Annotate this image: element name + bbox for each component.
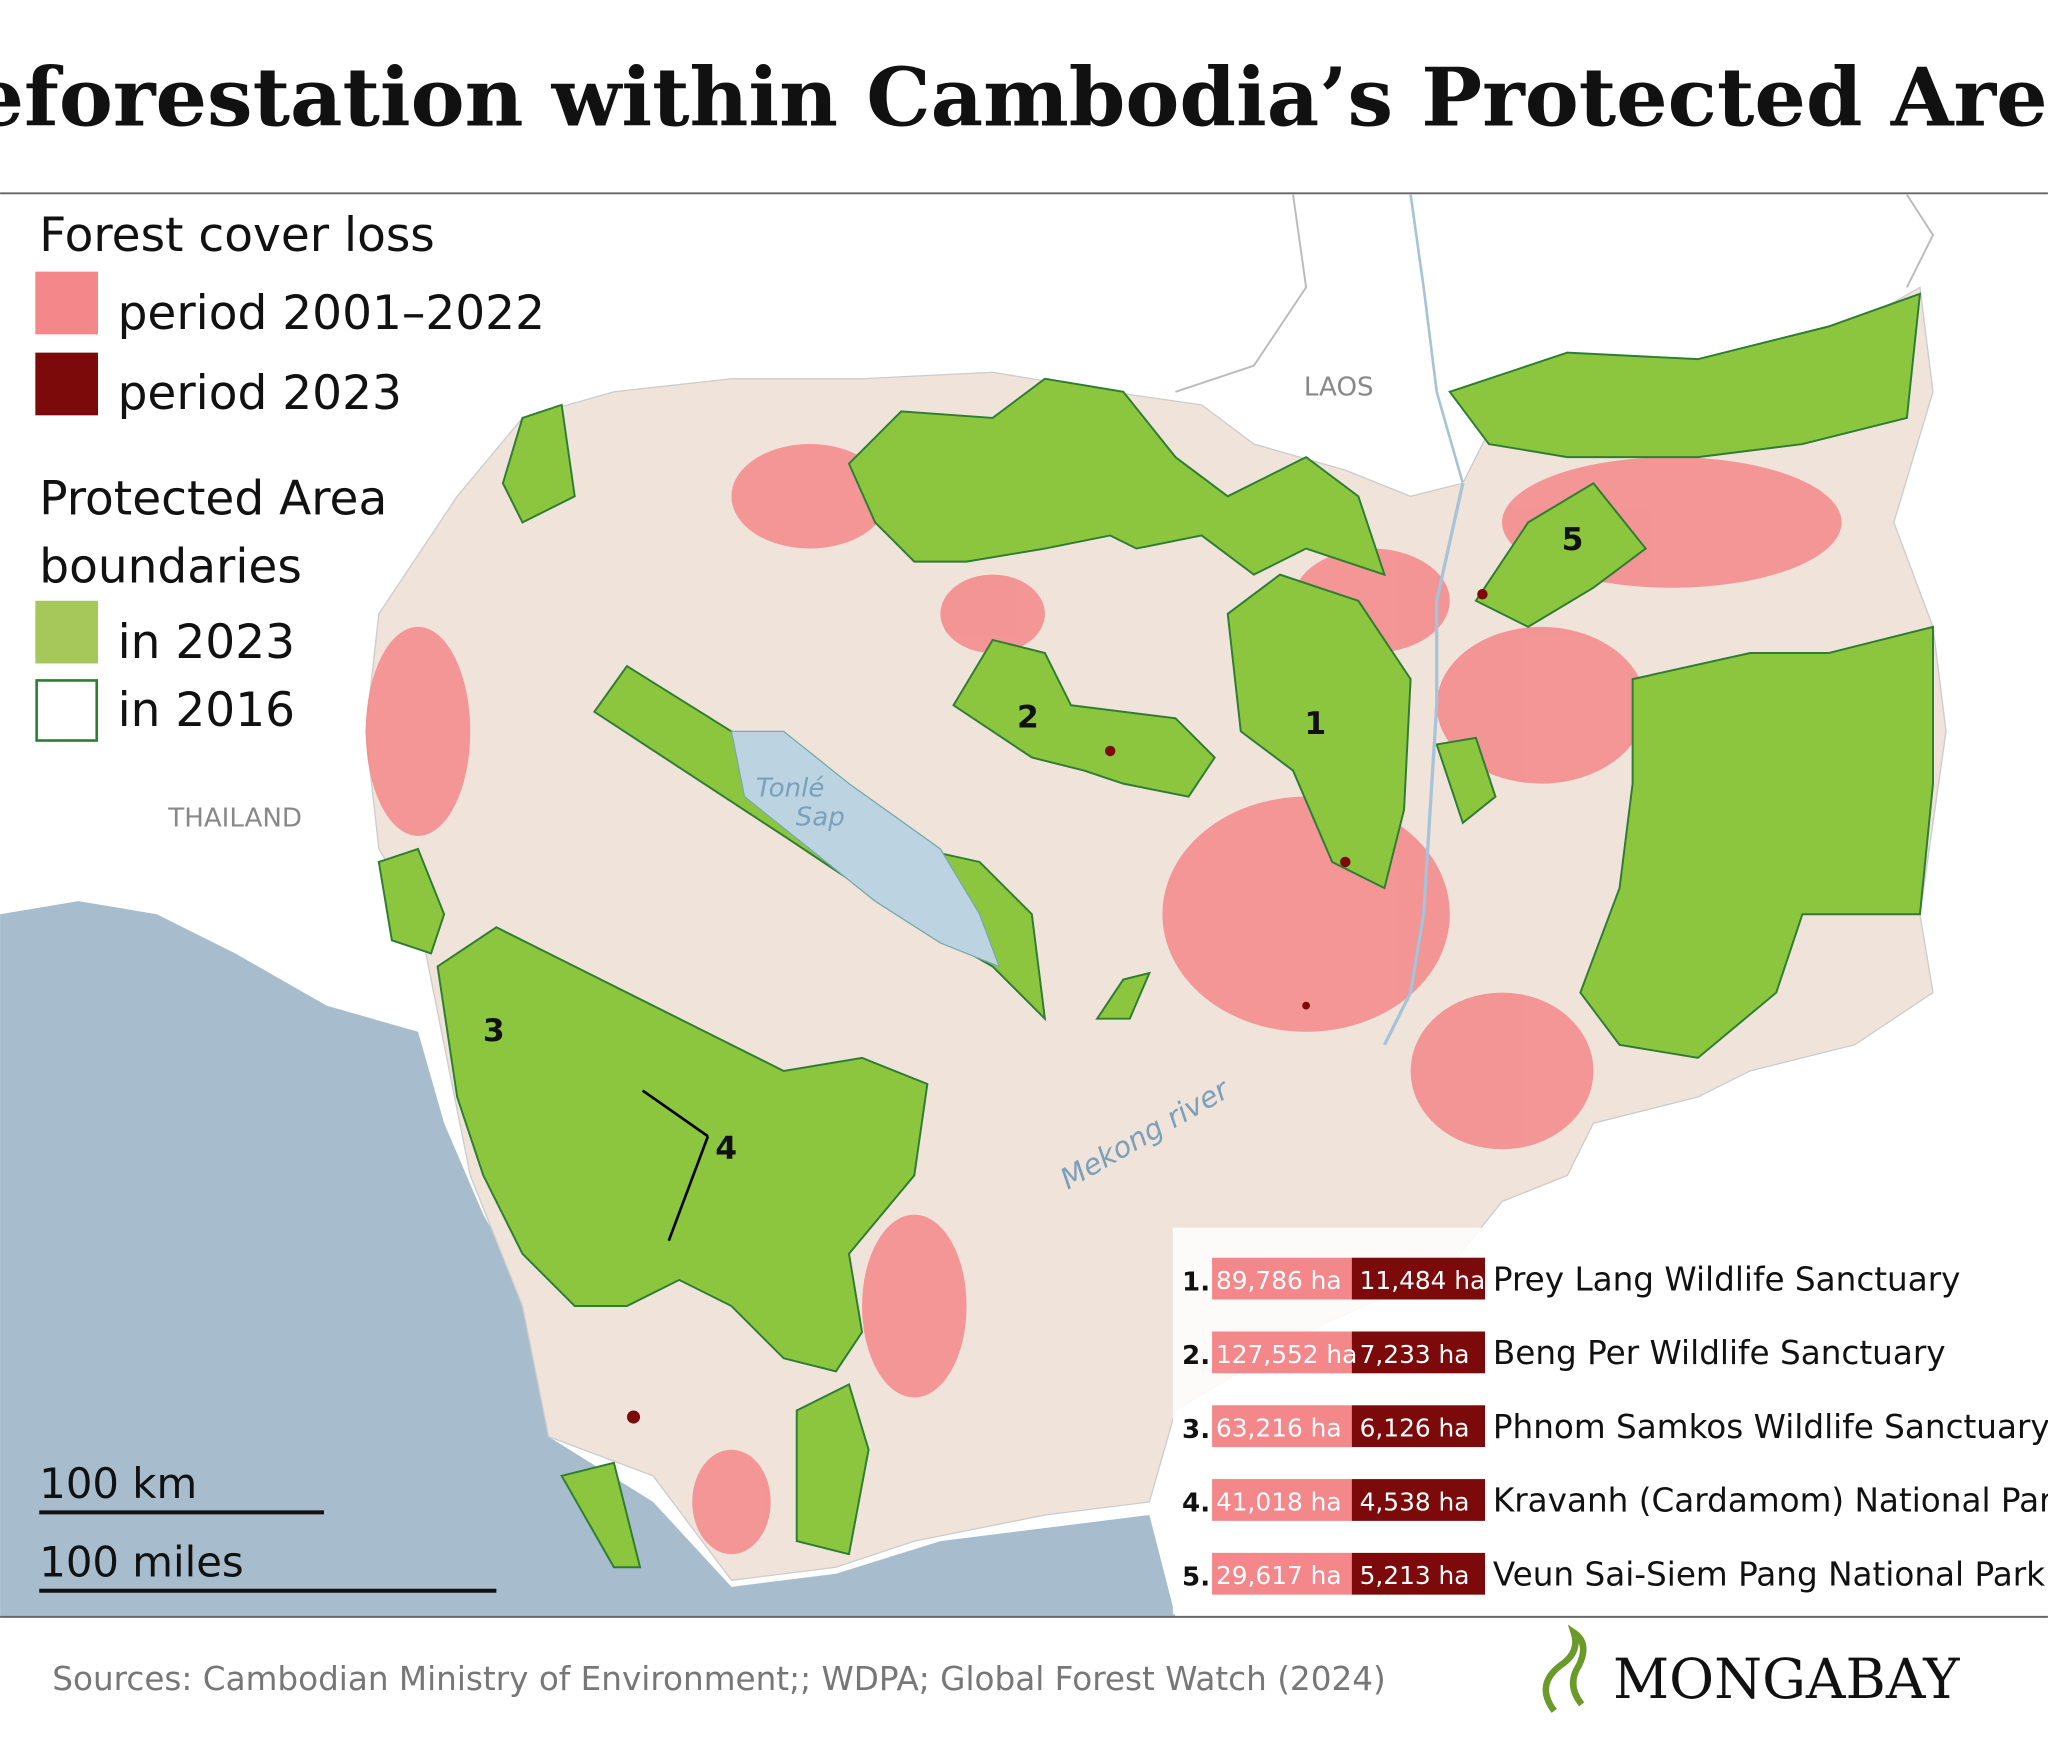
legend-label: in 2016 [118, 683, 295, 738]
marker: 3 [483, 1013, 505, 1049]
loss-cell [1212, 1405, 1352, 1448]
scale-label: 100 km [39, 1459, 197, 1508]
row-number: 4. [1182, 1489, 1210, 1519]
marker: 4 [715, 1130, 737, 1166]
border [1906, 194, 1935, 288]
legend: Forest cover loss period 2001–2022 perio… [35, 208, 545, 742]
row-number: 5. [1182, 1563, 1210, 1593]
loss-2023: 5,213 ha [1360, 1561, 1470, 1590]
country-label: LAOS [1304, 373, 1374, 403]
area-table: 1. 89,786 ha 11,484 ha Prey Lang Wildlife S… [1172, 1227, 2048, 1615]
loss-cell [1351, 1257, 1486, 1300]
legend-title: Forest cover loss [39, 208, 435, 263]
loss-cell [1212, 1257, 1352, 1300]
legend-label: in 2023 [118, 615, 295, 670]
loss-2001-2022: 41,018 ha [1216, 1487, 1342, 1516]
lake [730, 730, 1001, 968]
legend-swatch [35, 679, 99, 742]
title: Deforestation within Cambodia’s Protecte… [0, 50, 2048, 145]
sources: Sources: Cambodian Ministry of Environme… [52, 1660, 1385, 1698]
loss-cell [1351, 1405, 1486, 1448]
legend-swatch [35, 352, 99, 416]
scale-bar: 100 km 100 miles [39, 1459, 497, 1593]
area-name: Phnom Samkos Wildlife Sanctuary [1493, 1408, 2048, 1446]
area-name: Beng Per Wildlife Sanctuary [1493, 1334, 1946, 1372]
brand: MONGABAY [1613, 1647, 1960, 1711]
markers: 1 2 3 4 5 [483, 522, 1584, 1167]
mekong [1383, 482, 1465, 1046]
loss-2023: 4,538 ha [1360, 1487, 1470, 1516]
logo-icon [1542, 1624, 1587, 1713]
legend-label: period 2001–2022 [118, 286, 545, 341]
leader-line [667, 1135, 710, 1242]
loss-cell [1351, 1552, 1486, 1595]
loss-cell [1351, 1331, 1486, 1374]
river-north [1409, 194, 1465, 484]
legend-title: Protected Area [39, 472, 387, 527]
marker: 1 [1304, 706, 1326, 742]
legend-title: boundaries [39, 539, 302, 594]
sea [0, 901, 1176, 1617]
map: LAOS THAILAND Tonlé Sap Mekong river 1 2… [0, 194, 2048, 1617]
marker: 2 [1017, 699, 1039, 735]
loss-2023: 11,484 ha [1360, 1266, 1486, 1295]
row-number: 2. [1182, 1341, 1210, 1371]
loss-2023: 7,233 ha [1360, 1340, 1470, 1369]
loss-cell [1212, 1552, 1352, 1595]
loss-2023 [626, 589, 1488, 1424]
loss-cell [1212, 1479, 1352, 1521]
area-name: Kravanh (Cardamom) National Park [1493, 1482, 2048, 1520]
row-number: 1. [1182, 1267, 1210, 1297]
border [1175, 194, 1308, 393]
loss-2023: 6,126 ha [1360, 1414, 1470, 1443]
loss-cell [1212, 1331, 1352, 1374]
loss-2001-2022: 29,617 ha [1216, 1561, 1342, 1590]
marker: 5 [1562, 522, 1584, 558]
area-name: Prey Lang Wildlife Sanctuary [1493, 1260, 1961, 1298]
scale-label: 100 miles [39, 1537, 243, 1586]
loss-2001-2022: 89,786 ha [1216, 1266, 1342, 1295]
loss-cell [1351, 1479, 1486, 1521]
lake-label: Sap [796, 802, 845, 832]
loss-2001-2022: 63,216 ha [1216, 1414, 1342, 1443]
area-name: Veun Sai-Siem Pang National Park [1493, 1556, 2045, 1594]
legend-swatch [35, 600, 99, 664]
leader-line [641, 1089, 709, 1138]
country-label: THAILAND [167, 804, 302, 834]
lake-label: Tonlé [756, 774, 825, 804]
legend-label: period 2023 [118, 366, 402, 421]
legend-swatch [35, 271, 99, 335]
row-number: 3. [1182, 1415, 1210, 1445]
loss-2001-2022: 127,552 ha [1216, 1340, 1357, 1369]
